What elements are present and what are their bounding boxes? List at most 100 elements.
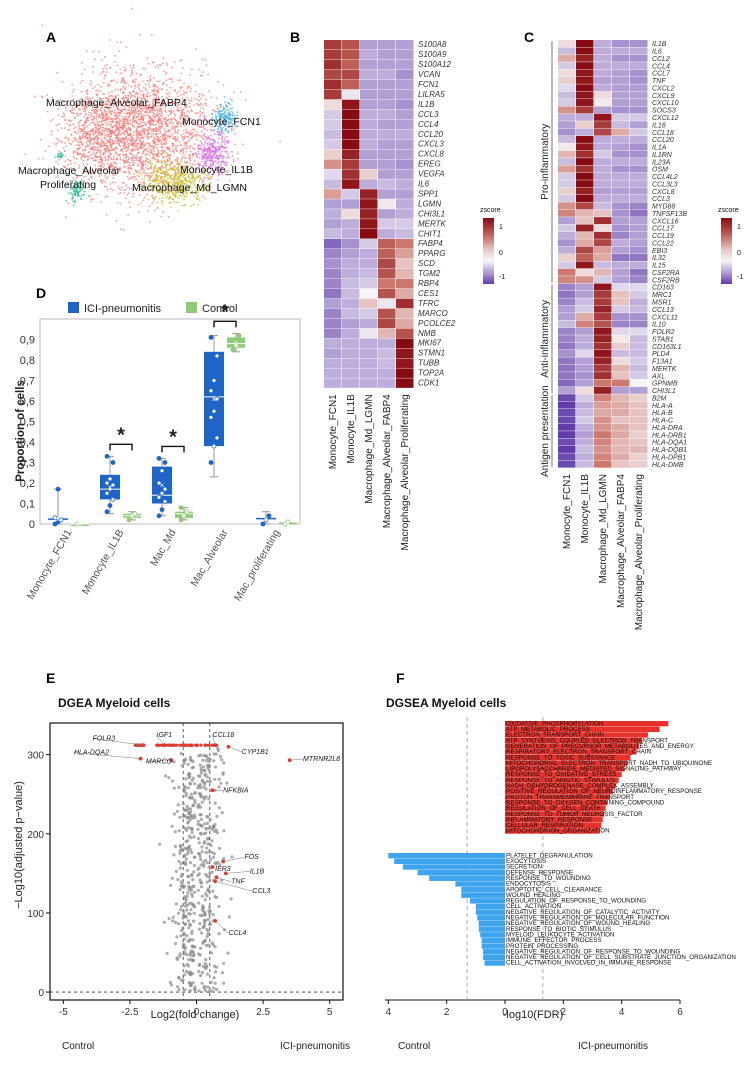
umap-cell-point: [158, 88, 160, 90]
umap-cell-point: [89, 79, 92, 82]
umap-cell-point: [113, 132, 116, 134]
box-data-point: [211, 443, 217, 449]
umap-cell-point: [145, 93, 148, 96]
umap-cell-point: [181, 109, 184, 111]
umap-cell-point: [187, 135, 190, 138]
umap-cell-point: [199, 75, 202, 77]
umap-cell-point: [138, 83, 141, 86]
umap-cell-point: [177, 178, 179, 181]
umap-cell-point: [176, 145, 179, 147]
umap-cell-point: [132, 63, 135, 66]
heatmap-cell: [612, 460, 630, 468]
umap-cell-point: [101, 111, 103, 114]
umap-cell-point: [166, 171, 169, 174]
heatmap-cell: [630, 290, 648, 298]
umap-cell-point: [185, 150, 188, 153]
heatmap-cell: [576, 335, 594, 343]
heatmap-cell: [396, 199, 414, 209]
umap-cell-point: [200, 160, 203, 163]
volcano-point-ns: [179, 904, 184, 909]
heatmap-c-group-label: Antigen presentation: [540, 385, 551, 477]
volcano-point-ns: [175, 957, 179, 962]
umap-cell-point: [179, 118, 182, 121]
heatmap-cell: [576, 180, 594, 188]
umap-cell-point: [163, 70, 165, 73]
umap-cell-point: [222, 132, 225, 135]
heatmap-cell: [324, 79, 342, 90]
umap-cell-point: [223, 146, 226, 149]
umap-cell-point: [112, 129, 115, 132]
volcano-point-ns: [175, 809, 179, 813]
heatmap-cell: [576, 357, 594, 365]
umap-cell-point: [99, 90, 102, 92]
volcano-point-ns: [199, 946, 203, 951]
umap-cell-point: [121, 181, 124, 184]
heatmap-cell: [378, 129, 396, 140]
heatmap-c-gene-label: GPNMB: [652, 381, 678, 388]
umap-cell-point: [161, 171, 163, 173]
umap-cell-point: [84, 120, 86, 123]
umap-cell-point: [136, 105, 139, 108]
heatmap-cell: [396, 219, 414, 229]
heatmap-cell: [630, 84, 648, 92]
umap-cell-point: [148, 205, 151, 208]
umap-cell-point: [62, 112, 65, 115]
umap-cell-point: [89, 194, 92, 197]
volcano-point-ns: [183, 945, 187, 950]
volcano-point-ns: [215, 895, 219, 900]
umap-cell-point: [148, 221, 151, 224]
umap-cell-point: [161, 164, 164, 166]
umap-cell-point: [66, 102, 68, 105]
volcano-point-ns: [210, 870, 214, 874]
umap-cell-point: [104, 181, 107, 183]
umap-cell-point: [123, 141, 126, 144]
heatmap-cell: [612, 217, 630, 225]
volcano-point-ns: [170, 824, 174, 828]
umap-cell-point: [174, 146, 177, 148]
umap-cell-point: [190, 99, 192, 102]
volcano-point-ns: [229, 897, 233, 901]
umap-cell-point: [138, 175, 141, 178]
umap-cell-point: [107, 118, 110, 121]
heatmap-cell: [324, 89, 342, 100]
umap-cell-point: [157, 99, 160, 102]
umap-cell-point: [112, 121, 115, 124]
umap-cell-point: [196, 103, 199, 106]
umap-cell-point: [154, 141, 157, 143]
umap-cell-point: [220, 129, 223, 132]
umap-cell-point: [192, 147, 194, 150]
umap-cell-point: [149, 124, 152, 127]
heatmap-cell: [594, 364, 612, 372]
umap-cell-point: [220, 110, 223, 112]
umap-cell-point: [141, 152, 144, 155]
umap-cell-point: [88, 178, 90, 181]
umap-cell-point: [160, 110, 163, 113]
box-mean-marker: ×: [160, 481, 165, 490]
umap-cell-point: [161, 104, 163, 107]
umap-cell-point: [199, 115, 201, 118]
volcano-point-ns: [184, 828, 189, 832]
heatmap-cell: [558, 305, 576, 313]
umap-cell-point: [146, 112, 149, 115]
heatmap-cell: [576, 305, 594, 313]
heatmap-c-gene-label: CXCL2: [652, 85, 675, 92]
heatmap-cell: [396, 169, 414, 179]
umap-cell-point: [109, 149, 111, 152]
umap-cell-point: [115, 157, 118, 159]
umap-cell-point: [148, 153, 151, 156]
umap-cell-point: [160, 149, 163, 152]
umap-cell-point: [187, 153, 190, 156]
umap-cell-point: [221, 113, 223, 116]
umap-cell-point: [124, 130, 127, 132]
heatmap-cell: [342, 119, 360, 130]
umap-cell-point: [103, 127, 106, 130]
umap-cell-point: [95, 128, 97, 130]
heatmap-cell: [342, 348, 360, 358]
umap-cell-point: [202, 71, 205, 73]
umap-cell-point: [165, 179, 167, 182]
heatmap-c-column-label: Monocyte_FCN1: [562, 474, 573, 549]
umap-cell-point: [131, 161, 134, 164]
heatmap-cell: [630, 335, 648, 343]
umap-cell-point: [160, 159, 163, 162]
heatmap-cell: [576, 106, 594, 114]
